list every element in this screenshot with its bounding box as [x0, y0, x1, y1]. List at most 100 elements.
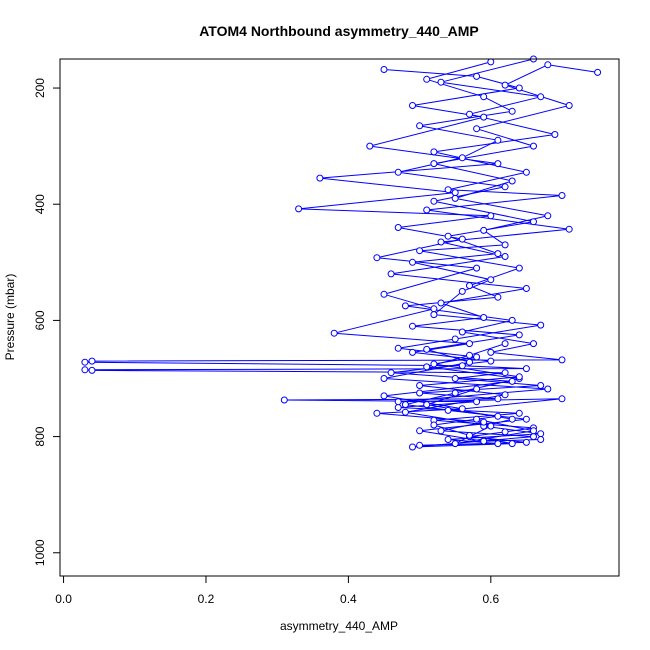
data-point: [409, 348, 416, 356]
data-point: [409, 258, 416, 266]
data-point: [416, 441, 424, 449]
data-point: [558, 356, 566, 364]
data-point: [530, 427, 537, 435]
data-point: [480, 93, 488, 101]
data-point: [437, 427, 445, 435]
data-point: [380, 290, 388, 298]
y-axis-label: Pressure (mbar): [3, 274, 17, 361]
data-point: [409, 322, 416, 330]
data-point: [366, 142, 374, 150]
data-point: [537, 436, 545, 443]
data-point: [380, 392, 388, 400]
data-point: [494, 293, 502, 301]
data-point: [444, 406, 452, 414]
data-point: [473, 353, 481, 361]
y-tick-label: 200: [33, 78, 47, 98]
data-point: [508, 177, 516, 185]
data-point: [522, 365, 530, 373]
series-line-3: [383, 58, 570, 442]
data-point: [494, 250, 502, 258]
y-tick-label: 800: [33, 426, 47, 446]
data-point: [409, 102, 416, 109]
data-point: [437, 78, 445, 86]
data-point: [515, 84, 523, 92]
data-point: [416, 382, 424, 389]
data-point: [430, 197, 438, 205]
x-axis-label: asymmetry_440_AMP: [280, 619, 398, 633]
data-point: [515, 409, 523, 417]
data-point: [423, 345, 431, 353]
data-point: [494, 160, 502, 168]
data-point: [487, 58, 495, 66]
data-point: [394, 404, 402, 411]
data-point: [430, 311, 438, 319]
data-point: [501, 428, 509, 436]
data-point: [423, 363, 431, 371]
data-point: [480, 226, 488, 234]
data-point: [487, 212, 495, 220]
data-point: [487, 422, 495, 430]
data-point: [551, 131, 559, 138]
x-tick-label: 0.4: [340, 592, 357, 606]
data-point: [522, 438, 530, 446]
data-point: [451, 375, 459, 382]
data-point: [394, 398, 402, 406]
data-point: [480, 113, 488, 121]
data-point: [430, 305, 438, 313]
x-tick-label: 0.6: [482, 592, 499, 606]
data-point: [88, 366, 96, 374]
data-point: [473, 72, 481, 80]
data-point: [401, 302, 409, 310]
data-point: [480, 314, 488, 321]
series-points: [81, 55, 602, 451]
y-tick-label: 400: [33, 194, 47, 214]
data-point: [394, 168, 402, 176]
data-point: [473, 385, 481, 393]
data-point: [508, 440, 516, 448]
data-point: [380, 66, 388, 73]
data-point: [458, 362, 466, 370]
data-point: [473, 264, 481, 272]
data-point: [466, 110, 473, 118]
data-point: [508, 377, 516, 385]
data-point: [458, 287, 466, 295]
data-point: [494, 412, 502, 420]
data-point: [451, 335, 459, 343]
data-point: [501, 183, 509, 191]
data-point: [387, 270, 395, 278]
data-point: [295, 205, 303, 213]
data-point: [594, 68, 602, 76]
data-point: [501, 369, 509, 377]
data-point: [494, 395, 502, 403]
x-axis: 0.0 0.2 0.4 0.6: [55, 575, 499, 606]
data-point: [458, 405, 466, 413]
data-point: [537, 382, 545, 389]
data-point: [537, 430, 545, 438]
data-point: [373, 409, 381, 417]
data-point: [444, 186, 452, 194]
data-point: [487, 348, 495, 356]
data-point: [416, 247, 424, 255]
data-point: [81, 366, 89, 374]
data-point: [330, 329, 338, 337]
data-point: [444, 232, 452, 240]
data-point: [480, 418, 488, 426]
data-point: [515, 331, 523, 339]
data-point: [466, 358, 473, 366]
data-point: [501, 253, 509, 260]
data-point: [530, 142, 537, 150]
data-point: [416, 427, 424, 435]
data-point: [565, 225, 573, 233]
data-point: [537, 321, 545, 329]
series-lines: [84, 58, 598, 448]
data-point: [515, 373, 523, 381]
data-point: [416, 389, 424, 397]
data-point: [508, 316, 516, 324]
data-point: [451, 440, 459, 448]
data-point: [544, 212, 552, 220]
data-point: [515, 264, 523, 272]
data-point: [480, 437, 488, 445]
data-point: [537, 93, 545, 101]
data-point: [522, 285, 530, 292]
